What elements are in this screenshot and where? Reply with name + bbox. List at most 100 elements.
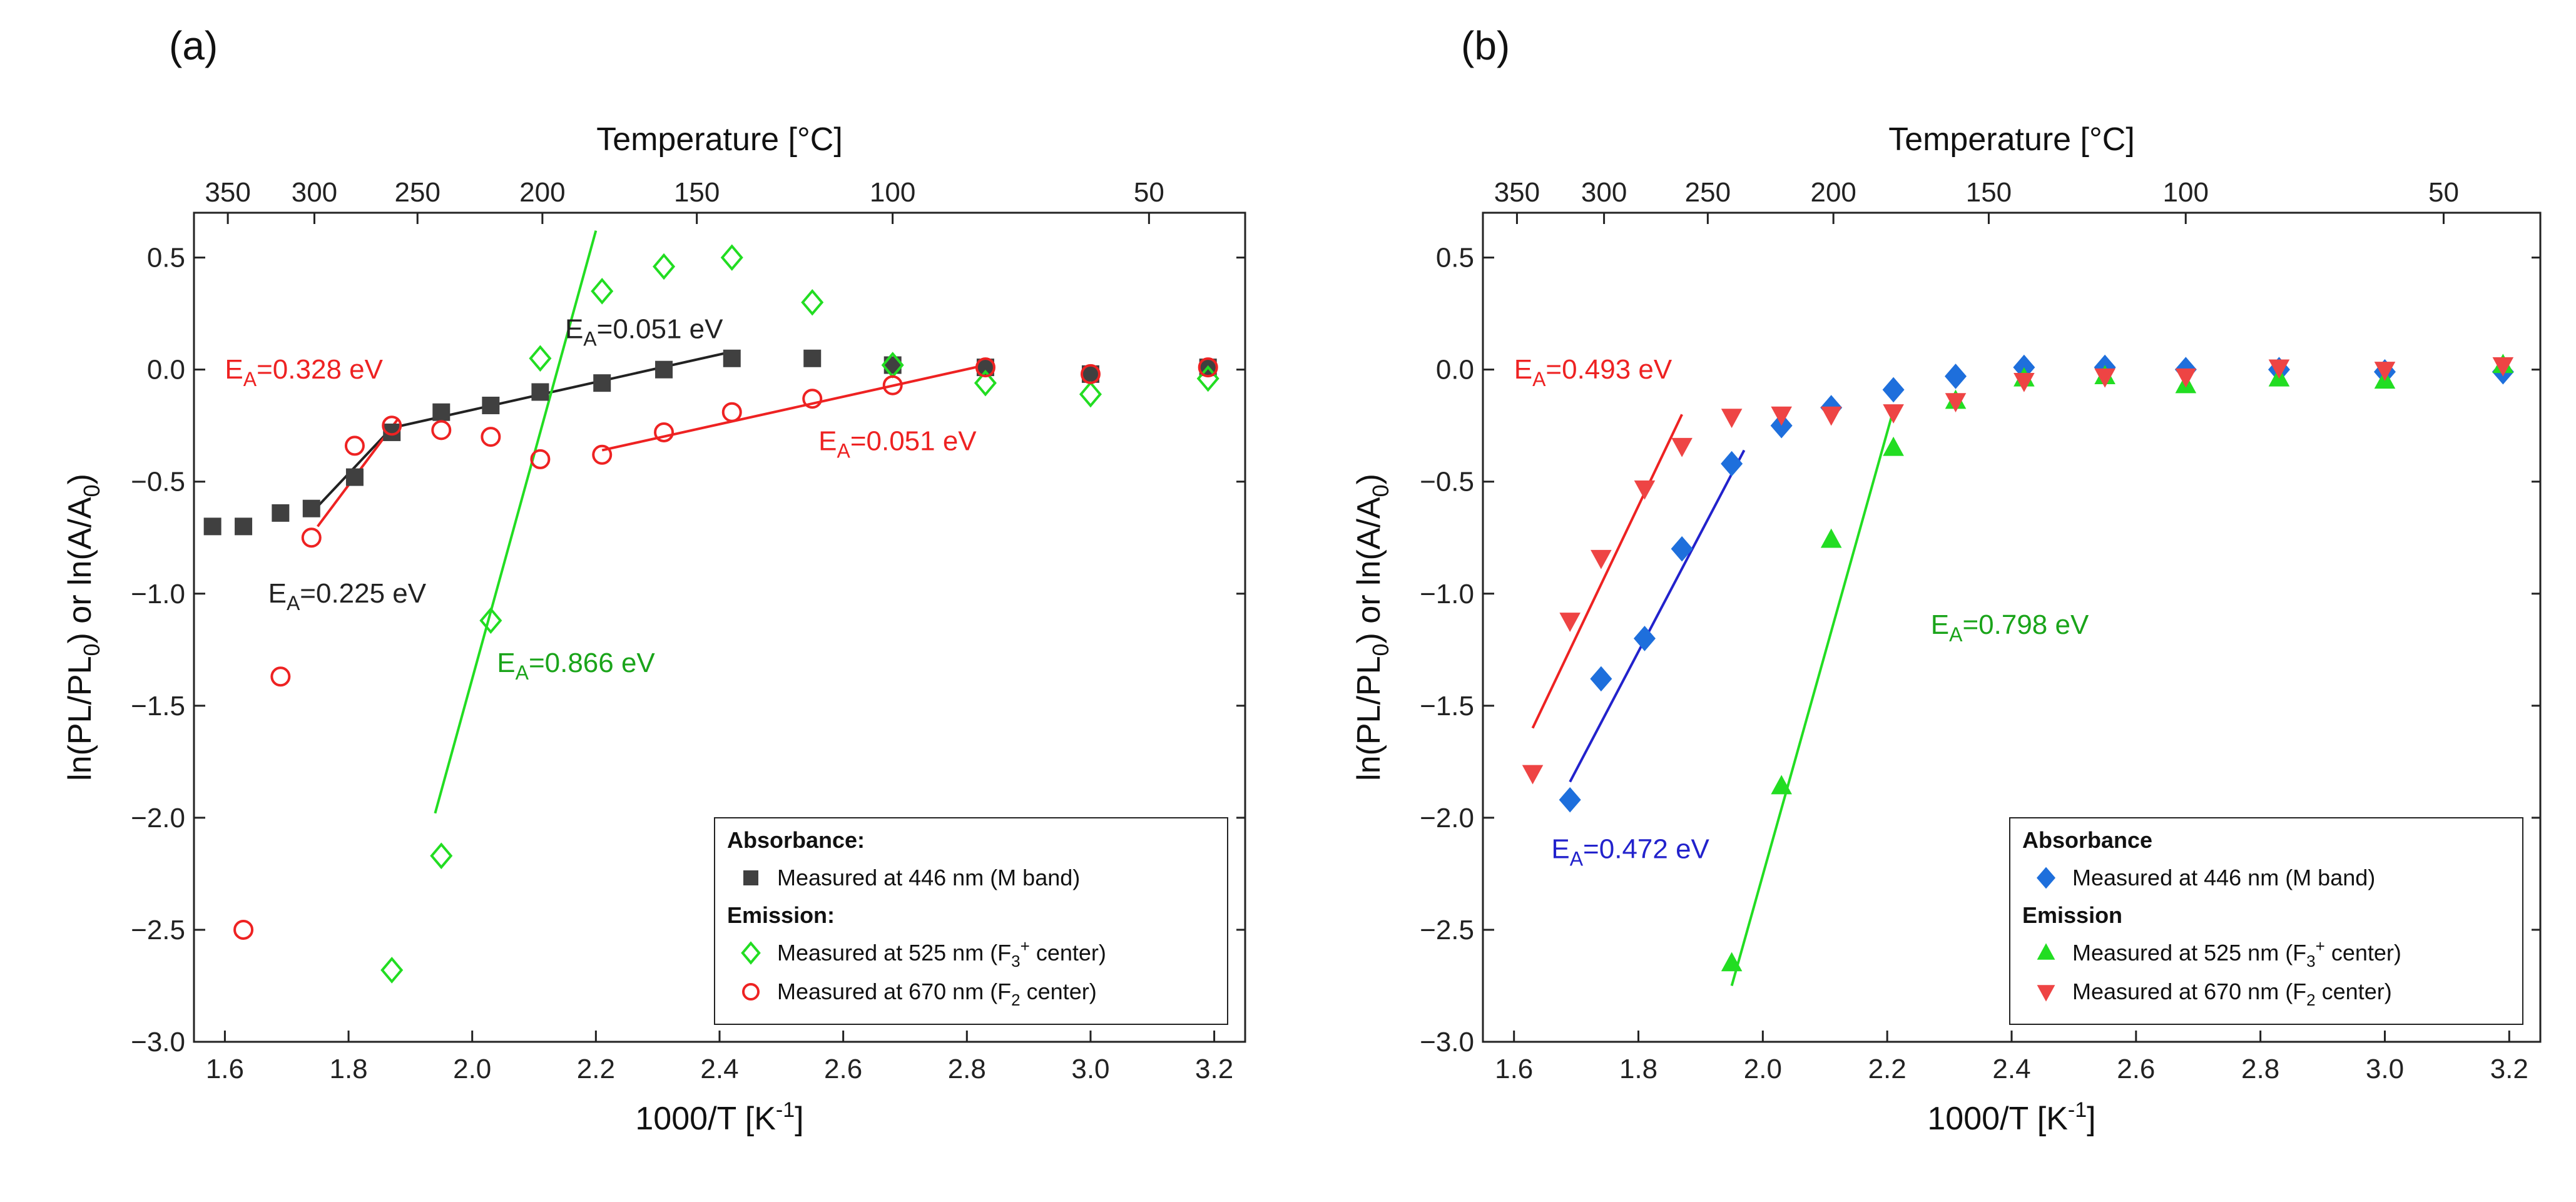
top-tick-label: 300	[292, 177, 337, 208]
activation-energy-label: EA=0.051 eV	[565, 314, 723, 350]
x-tick-label: 2.0	[1744, 1054, 1782, 1084]
y-tick-label: 0.0	[147, 355, 185, 385]
top-tick-label: 300	[1581, 177, 1627, 208]
x-tick-label: 2.2	[577, 1054, 615, 1084]
data-point	[2094, 368, 2115, 388]
data-point	[1882, 377, 1905, 403]
x-tick-label: 1.6	[206, 1054, 244, 1084]
data-point	[883, 356, 902, 374]
top-tick-label: 200	[519, 177, 565, 208]
y-tick-label: −1.0	[1420, 579, 1474, 609]
top-tick-label: 250	[1685, 177, 1731, 208]
legend-box	[2009, 817, 2523, 1025]
top-tick-label: 50	[2428, 177, 2459, 208]
legend: Absorbance: Emission: Measured at 446 nm (…	[714, 817, 1228, 1025]
data-point	[975, 357, 995, 378]
x-tick-label: 1.6	[1495, 1054, 1533, 1084]
x-tick-label: 3.0	[1071, 1054, 1109, 1084]
legend-emission-header: Emission	[2022, 902, 2122, 928]
data-point	[531, 383, 549, 401]
top-tick-label: 100	[2163, 177, 2209, 208]
data-point	[882, 375, 903, 395]
data-point	[721, 402, 742, 422]
x-tick-label: 1.8	[1619, 1054, 1657, 1084]
fit-line	[1531, 414, 1683, 729]
top-tick-label: 350	[1494, 177, 1540, 208]
data-point	[1671, 536, 1693, 562]
data-point	[653, 253, 676, 280]
data-point	[1559, 787, 1581, 813]
data-point	[803, 349, 822, 367]
data-point	[1080, 364, 1101, 384]
y-tick-label: 0.5	[1436, 243, 1474, 273]
data-point	[1771, 406, 1792, 426]
legend-marker	[2037, 985, 2055, 1002]
data-point	[345, 468, 364, 486]
x-tick-label: 3.0	[2366, 1054, 2404, 1084]
legend-marker	[741, 941, 761, 965]
data-point	[2268, 359, 2290, 379]
y-axis-title: ln(PL/PL0) or ln(A/A0)	[1351, 474, 1393, 781]
data-point	[382, 415, 402, 436]
fit-line	[1730, 409, 1895, 987]
x-tick-label: 3.2	[1195, 1054, 1233, 1084]
x-tick-label: 2.4	[700, 1054, 738, 1084]
activation-energy-label: EA=0.328 eV	[225, 354, 383, 390]
top-tick-label: 150	[1966, 177, 2012, 208]
top-tick-label: 350	[205, 177, 250, 208]
data-point	[529, 345, 552, 372]
data-point	[2013, 372, 2035, 392]
legend-marker	[2037, 867, 2055, 889]
legend-marker	[2037, 943, 2055, 960]
fit-line	[434, 230, 598, 814]
data-point	[655, 360, 673, 379]
fit-line	[601, 364, 986, 452]
x-axis-title: 1000/T [K-1]	[635, 1098, 803, 1137]
top-tick-label: 100	[870, 177, 915, 208]
activation-energy-label: EA=0.493 eV	[1514, 354, 1672, 390]
data-point	[1820, 528, 1842, 548]
data-point	[1721, 952, 1743, 972]
data-point	[380, 957, 404, 984]
data-point	[1820, 406, 1842, 426]
data-point	[203, 517, 221, 536]
data-point	[723, 349, 741, 367]
data-point	[1721, 451, 1743, 477]
legend-box	[714, 817, 1228, 1025]
x-tick-label: 1.8	[329, 1054, 367, 1084]
x-tick-label: 2.0	[453, 1054, 491, 1084]
data-point	[592, 444, 613, 465]
y-tick-label: −2.0	[1420, 803, 1474, 833]
legend-marker	[743, 870, 758, 885]
data-point	[2175, 368, 2197, 388]
series-2	[1522, 357, 2514, 785]
y-tick-label: −2.5	[1420, 915, 1474, 945]
top-axis-title: Temperature [°C]	[1888, 121, 2135, 158]
data-point	[593, 374, 611, 392]
y-tick-label: −3.0	[131, 1027, 185, 1057]
data-point	[481, 427, 501, 447]
data-point	[233, 919, 254, 940]
data-point	[430, 842, 453, 870]
x-tick-label: 2.6	[2117, 1054, 2155, 1084]
data-point	[1671, 437, 1693, 457]
x-tick-label: 2.8	[2241, 1054, 2279, 1084]
legend: Absorbance Emission Measured at 446 nm (M …	[2009, 817, 2523, 1025]
fit-line	[1569, 449, 1746, 783]
data-point	[720, 244, 743, 271]
y-tick-label: 0.0	[1436, 355, 1474, 385]
legend-entry-label: Measured at 670 nm (F2 center)	[2072, 979, 2392, 1009]
data-point	[1883, 404, 1904, 424]
top-tick-label: 250	[395, 177, 440, 208]
data-point	[1945, 364, 1967, 389]
legend-entry-label: Measured at 525 nm (F3+ center)	[777, 937, 1106, 970]
series-2	[233, 357, 1218, 940]
data-point	[1522, 765, 1544, 785]
data-point	[802, 389, 823, 409]
data-point	[1771, 775, 1792, 795]
legend-entry-label: Measured at 446 nm (M band)	[2072, 865, 2375, 890]
legend-absorbance-header: Absorbance	[2022, 827, 2152, 853]
activation-energy-label: EA=0.051 eV	[818, 426, 977, 462]
top-tick-label: 200	[1810, 177, 1856, 208]
